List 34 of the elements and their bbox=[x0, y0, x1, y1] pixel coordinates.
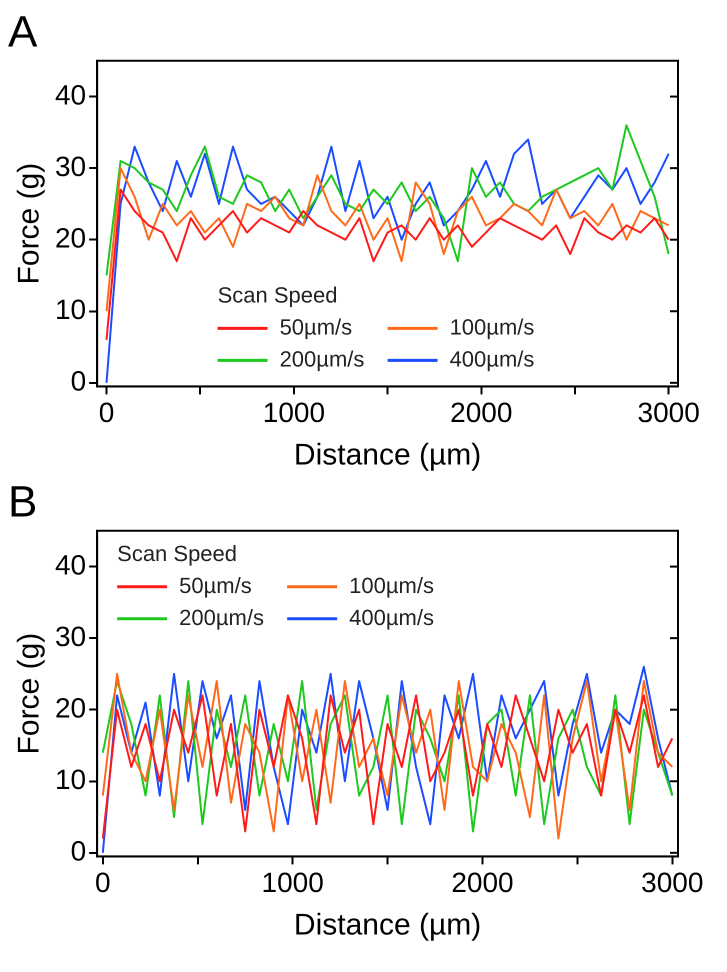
legend-label: 400µm/s bbox=[349, 604, 434, 630]
legend-label: 200µm/s bbox=[280, 346, 364, 372]
legend-label: 100µm/s bbox=[450, 314, 534, 340]
x-tick-label: 0 bbox=[95, 866, 111, 898]
legend-label: 100µm/s bbox=[349, 572, 434, 598]
legend-title: Scan Speed bbox=[218, 282, 338, 308]
y-tick-label: 30 bbox=[54, 620, 86, 652]
x-tick-label: 2000 bbox=[450, 396, 512, 428]
y-tick-label: 40 bbox=[54, 79, 86, 110]
legend-label: 200µm/s bbox=[179, 604, 264, 630]
legend-label: 50µm/s bbox=[179, 572, 252, 598]
legend-label: 50µm/s bbox=[280, 314, 352, 340]
y-tick-label: 20 bbox=[54, 692, 86, 724]
y-tick-label: 0 bbox=[70, 366, 86, 397]
chart-title: B bbox=[8, 478, 38, 527]
y-tick-label: 10 bbox=[54, 294, 86, 325]
legend-title: Scan Speed bbox=[117, 540, 238, 566]
x-tick-label: 1000 bbox=[262, 866, 324, 898]
y-tick-label: 40 bbox=[54, 549, 86, 580]
legend-label: 400µm/s bbox=[450, 346, 534, 372]
x-tick-label: 2000 bbox=[451, 866, 514, 898]
x-axis-title: Distance (µm) bbox=[294, 438, 482, 472]
y-tick-label: 30 bbox=[54, 150, 86, 182]
y-tick-label: 10 bbox=[54, 764, 86, 795]
x-axis-title: Distance (µm) bbox=[294, 908, 482, 942]
x-tick-label: 1000 bbox=[262, 396, 326, 428]
x-tick-label: 3000 bbox=[641, 866, 704, 898]
y-axis-title: Force (g) bbox=[12, 632, 46, 754]
chart-title: A bbox=[8, 8, 38, 57]
y-tick-label: 20 bbox=[54, 222, 86, 254]
x-tick-label: 0 bbox=[98, 396, 114, 428]
x-tick-label: 3000 bbox=[637, 396, 700, 428]
y-tick-label: 0 bbox=[70, 836, 86, 867]
y-axis-title: Force (g) bbox=[12, 162, 46, 284]
